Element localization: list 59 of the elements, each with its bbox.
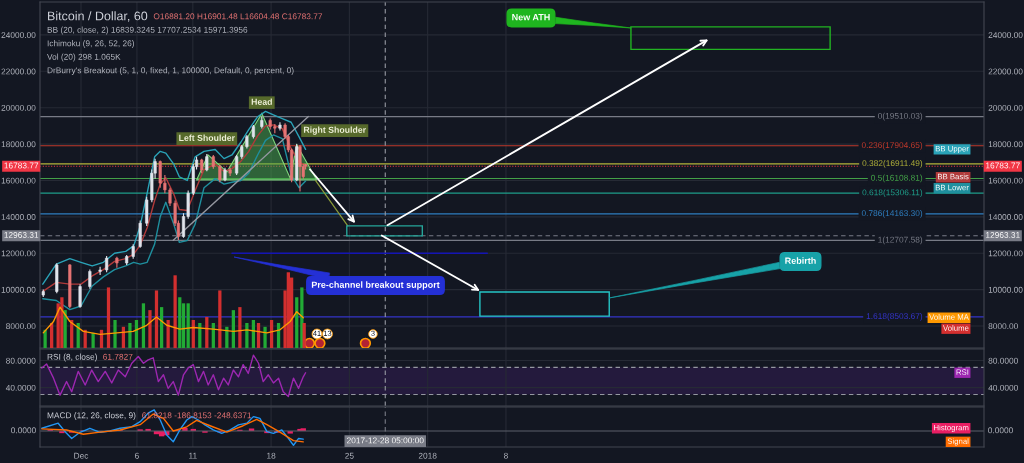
ref-line-label: 0.236(17904.65) (861, 141, 923, 150)
ref-line-label: 0(19510.03) (878, 112, 923, 121)
chart-title: MACD (12, 26, close, 9) (47, 412, 136, 420)
y-tick-label: 16000.00 (1, 177, 36, 184)
ref-line-label: 1.618(8503.67) (866, 312, 923, 321)
ref-line-label: 1(12707.58) (878, 236, 923, 245)
ref-line-label: 0.618(15306.11) (862, 189, 923, 197)
x-tick-label: 25 (345, 452, 354, 459)
annotation: Left Shoulder (179, 134, 235, 141)
x-tick-label: 6 (135, 452, 139, 459)
ref-line-label: 0.0000 (11, 427, 36, 434)
x-tick-label: 18 (267, 452, 276, 459)
y2-tick-label: 18000.00 (988, 141, 1023, 148)
ref-line-label: 0.382(16911.49) (862, 159, 923, 168)
y-tick-label: 20000.00 (1, 104, 36, 111)
chart-subtitle: 61.7827 (103, 353, 133, 360)
x-tick-label: Dec (74, 452, 89, 459)
annotation: Rebirth (785, 257, 816, 264)
y-tick-label: 10000.00 (1, 286, 36, 293)
y-tick-label: 40.0000 (5, 384, 36, 391)
y-tick-label: 80.0000 (6, 357, 36, 364)
annotation: Ichimoku (9, 26, 52, 26) (47, 40, 135, 48)
text: 0.0000 (988, 427, 1013, 434)
y2-tick-label: 8000.00 (988, 323, 1018, 330)
annotation: BB (20, close, 2) 16839.3245 17707.2534 15971.3956 (47, 26, 248, 35)
annotation: Vol (20) 298 1.065K (47, 53, 121, 62)
annotation: Head (251, 98, 272, 105)
y-tick-label: 22000.00 (1, 68, 36, 75)
annotation: Right Shoulder (303, 126, 366, 135)
x-tick-label: 8 (503, 452, 508, 459)
y2-tick-label: 80.0000 (988, 357, 1018, 364)
y2-tick-label: 24000.00 (988, 32, 1023, 39)
text: 12963.31 (986, 232, 1020, 238)
text: 16783.77 (986, 162, 1020, 169)
y2-tick-label: 16000.00 (988, 177, 1023, 184)
y-tick-label: 24000.00 (1, 32, 36, 39)
y2-tick-label: 12000.00 (988, 250, 1023, 257)
y2-tick-label: 40.0000 (988, 384, 1018, 391)
ref-line-label: 0.5(16108.81) (871, 174, 923, 183)
text: RSI (8, close) (47, 353, 97, 362)
annotation: New ATH (512, 14, 550, 21)
ref-line-label: 2017-12-28 05:00:00 (347, 437, 424, 444)
ref-line-label: 12963.31 (4, 232, 39, 238)
y2-tick-label: 20000.00 (988, 104, 1023, 111)
ref-line-label: 0.786(14163.30) (861, 209, 923, 218)
y2-tick-label: 22000.00 (988, 68, 1023, 75)
ref-line-label: 16783.77 (4, 162, 39, 169)
annotation: Pre-channel breakout support (311, 281, 440, 290)
y-tick-label: 18000.00 (1, 141, 36, 148)
y-tick-label: 12000.00 (1, 250, 36, 257)
text: Bitcoin / Dollar, 60 (48, 11, 148, 22)
text: O16881.20 H16901.48 L16604.48 C16783.77 (153, 13, 323, 20)
y2-tick-label: 14000.00 (988, 214, 1023, 220)
x-tick-label: 11 (189, 452, 197, 459)
x-tick-label: 2018 (418, 452, 437, 459)
y-tick-label: 8000.00 (6, 323, 36, 330)
y2-tick-label: 10000.00 (988, 286, 1023, 293)
y-tick-label: 14000.00 (1, 214, 36, 220)
annotation: DrBurry's Breakout (5, 1, 0, fixed, 1, 100000, Default, 0, percent, 0) (47, 67, 294, 75)
